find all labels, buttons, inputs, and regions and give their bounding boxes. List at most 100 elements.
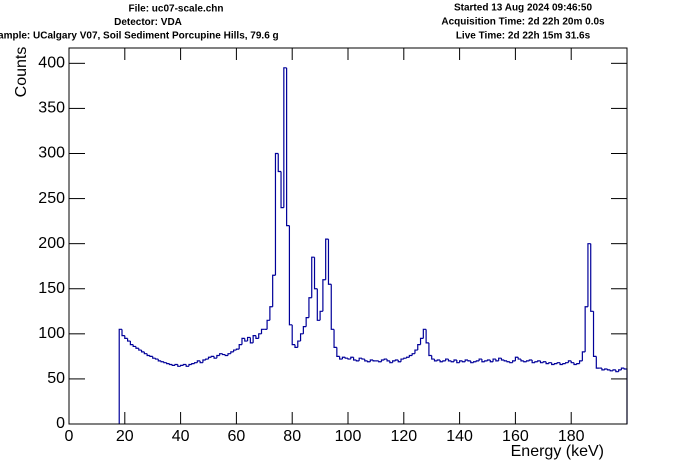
histogram-bin	[503, 359, 508, 362]
histogram-bin	[403, 357, 407, 360]
histogram-bin	[590, 243, 594, 312]
histogram-bin	[394, 359, 399, 361]
histogram-bin	[180, 364, 184, 367]
histogram-bin	[266, 319, 270, 330]
histogram-bin	[472, 361, 477, 363]
histogram-bin	[618, 369, 622, 372]
histogram-bin	[135, 346, 139, 349]
histogram-bin	[138, 348, 142, 351]
y-tick-label: 350	[38, 100, 65, 117]
histogram-bin	[341, 356, 346, 360]
histogram-bin	[576, 362, 580, 365]
histogram-bin	[219, 353, 223, 356]
x-tick-label: 0	[65, 428, 74, 445]
histogram-bin	[489, 359, 494, 363]
histogram-bin	[339, 356, 343, 360]
x-tick-label: 80	[283, 428, 301, 445]
histogram-bin	[612, 369, 616, 371]
histogram-bin	[537, 360, 541, 362]
histogram-bin	[551, 362, 555, 366]
histogram-bin	[500, 358, 505, 361]
histogram-bin	[562, 362, 566, 365]
histogram-bin	[559, 362, 563, 366]
histogram-bin	[283, 67, 287, 208]
histogram-bin	[386, 359, 390, 362]
y-tick-label: 250	[38, 190, 65, 207]
histogram-bin	[185, 364, 189, 367]
histogram-bin	[191, 362, 195, 365]
histogram-bin	[372, 359, 376, 362]
histogram-bin	[227, 353, 231, 356]
histogram-bin	[140, 350, 145, 353]
histogram-bin	[453, 359, 457, 362]
histogram-bin	[539, 360, 544, 364]
histogram-bin	[400, 358, 404, 362]
y-tick-label: 0	[56, 415, 65, 432]
histogram-bin	[319, 310, 323, 321]
histogram-bin	[486, 359, 491, 361]
histogram-bin	[615, 369, 619, 373]
histogram-bin	[322, 279, 326, 312]
histogram-bin	[269, 306, 273, 321]
histogram-bin	[425, 329, 429, 344]
histogram-bin	[405, 356, 410, 359]
histogram-bin	[274, 152, 279, 276]
header-text: Started 13 Aug 2024 09:46:50	[454, 3, 592, 14]
histogram-bin	[355, 359, 360, 362]
histogram-bin	[517, 357, 521, 360]
histogram-bin	[414, 349, 418, 354]
histogram-bin	[366, 360, 371, 363]
histogram-bin	[447, 359, 452, 362]
histogram-bin	[595, 356, 600, 369]
histogram-bin	[380, 359, 385, 362]
histogram-bin	[450, 360, 455, 363]
histogram-bin	[604, 368, 608, 370]
histogram-bin	[244, 338, 248, 342]
histogram-bin	[129, 341, 134, 346]
histogram-bin	[166, 362, 170, 365]
histogram-bin	[149, 355, 153, 357]
x-tick-label: 100	[335, 428, 362, 445]
histogram-bin	[241, 337, 245, 345]
y-tick-label: 150	[38, 280, 65, 297]
histogram-bin	[364, 359, 368, 362]
histogram-bin	[431, 355, 435, 360]
histogram-bin	[352, 357, 357, 361]
histogram-bin	[484, 360, 488, 362]
histogram-bin	[411, 353, 415, 356]
y-tick-label: 200	[38, 235, 65, 252]
x-axis-title: Energy (keV)	[511, 443, 604, 460]
histogram-bin	[193, 362, 198, 364]
x-tick-label: 40	[172, 428, 190, 445]
histogram-bin	[330, 284, 335, 330]
header-text: Acquisition Time: 2d 22h 20m 0.0s	[441, 17, 605, 28]
histogram-bin	[294, 344, 298, 348]
histogram-bin	[417, 344, 421, 351]
histogram-bin	[528, 359, 533, 361]
histogram-bin	[378, 360, 382, 363]
histogram-bin	[445, 358, 449, 361]
histogram-bin	[325, 238, 329, 280]
histogram-bin	[592, 311, 597, 357]
histogram-bin	[246, 336, 251, 342]
histogram-bin	[620, 367, 625, 370]
histogram-bin	[327, 239, 332, 285]
histogram-bin	[495, 359, 499, 362]
histogram-bin	[188, 363, 192, 367]
histogram-bin	[439, 359, 443, 363]
histogram-bin	[509, 361, 513, 364]
histogram-bin	[419, 337, 424, 345]
histogram-bin	[545, 361, 549, 365]
histogram-bin	[291, 324, 295, 346]
y-tick-label: 50	[47, 370, 65, 387]
histogram-bin	[461, 360, 466, 363]
x-tick-label: 140	[446, 428, 473, 445]
histogram-bin	[506, 360, 510, 363]
x-tick-label: 160	[502, 428, 529, 445]
histogram-bin	[199, 360, 203, 364]
histogram-bin	[272, 274, 276, 307]
histogram-bin	[383, 358, 388, 360]
histogram-bin	[146, 353, 150, 357]
header-text: Live Time: 2d 22h 15m 31.6s	[456, 31, 591, 42]
